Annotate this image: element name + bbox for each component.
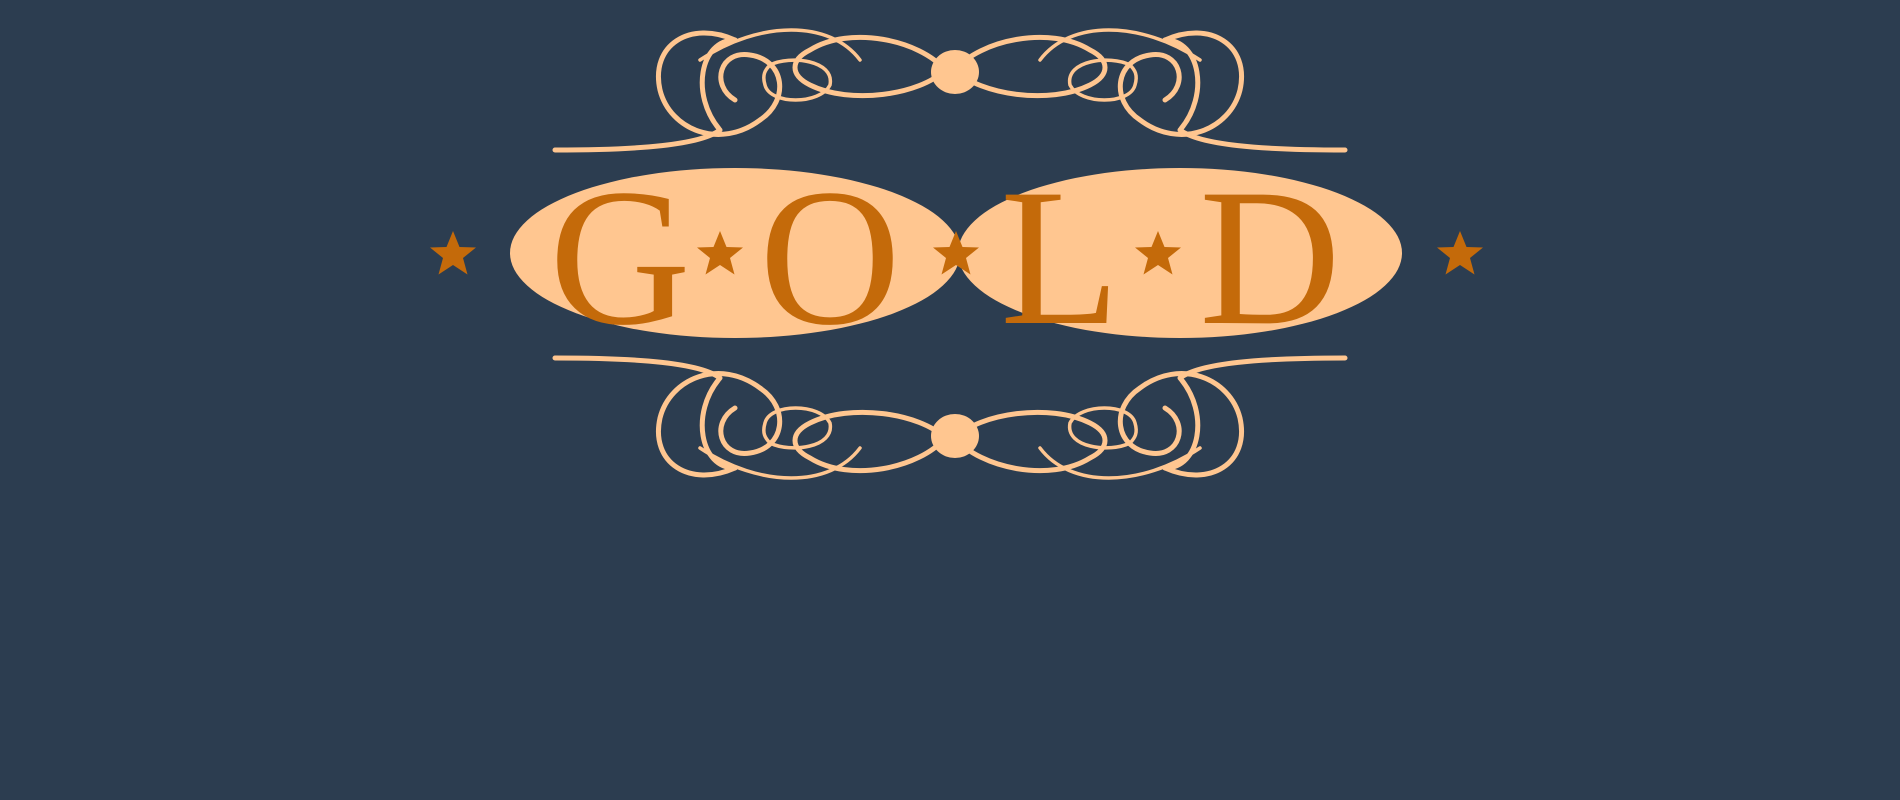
logo-letter-l: L bbox=[1000, 149, 1120, 366]
logo-letter-o: O bbox=[759, 149, 901, 366]
logo-lettering: G O L D bbox=[549, 149, 1341, 366]
logo-letter-g: G bbox=[549, 149, 691, 366]
bottom-right-flourish bbox=[955, 358, 1345, 478]
top-center-bead bbox=[931, 50, 979, 94]
bottom-flourish-ornament bbox=[555, 358, 1345, 478]
logo-letter-d: D bbox=[1199, 149, 1341, 366]
star-icon bbox=[1437, 231, 1483, 275]
top-left-flourish bbox=[555, 30, 945, 150]
top-right-flourish bbox=[955, 30, 1345, 150]
top-flourish-ornament bbox=[555, 30, 1345, 150]
star-icon bbox=[430, 231, 476, 275]
bottom-left-flourish bbox=[555, 358, 945, 478]
bottom-center-bead bbox=[931, 414, 979, 458]
right-oval bbox=[958, 168, 1402, 338]
